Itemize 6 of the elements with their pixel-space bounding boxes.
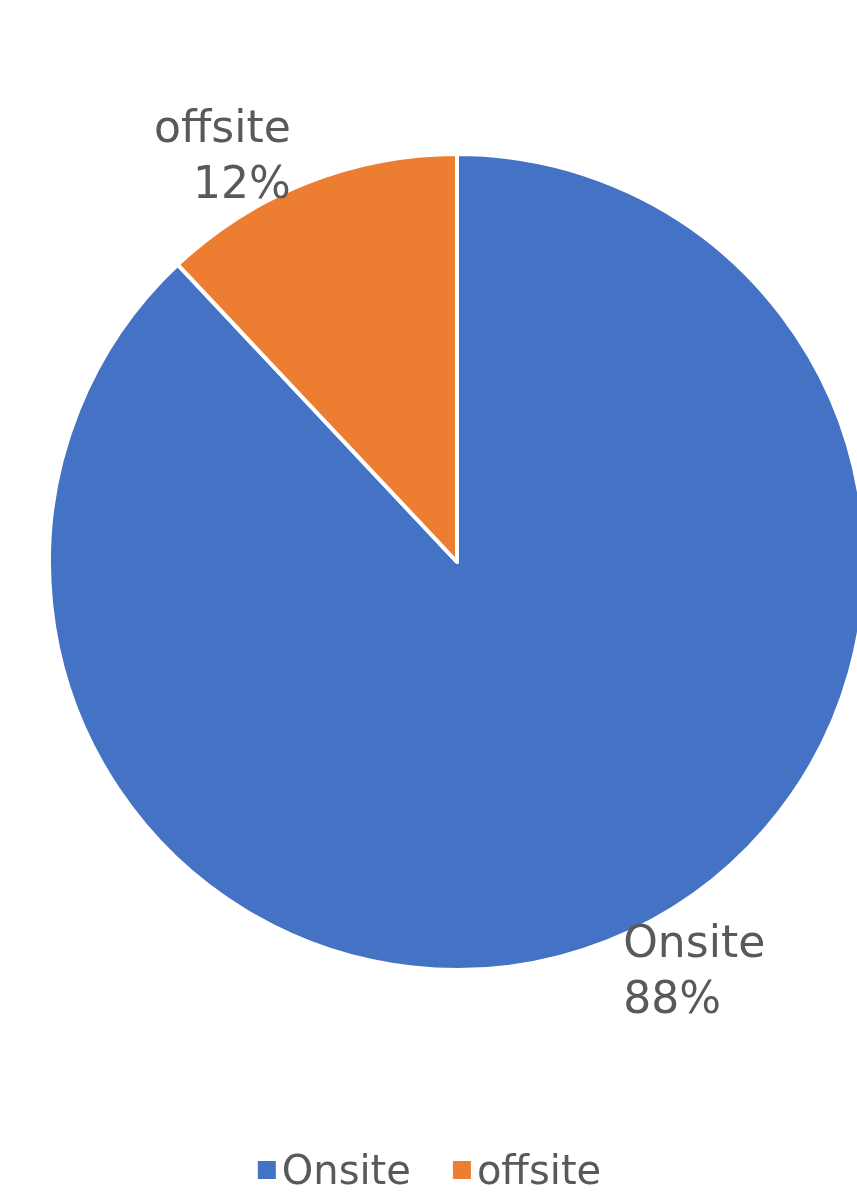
slice-label: Onsite <box>623 915 766 967</box>
data-label: 12% <box>192 157 291 209</box>
slice-label: offsite <box>154 101 291 153</box>
legend-label: offsite <box>476 1147 602 1193</box>
data-label: 88% <box>623 971 722 1023</box>
legend-label: Onsite <box>281 1147 411 1193</box>
